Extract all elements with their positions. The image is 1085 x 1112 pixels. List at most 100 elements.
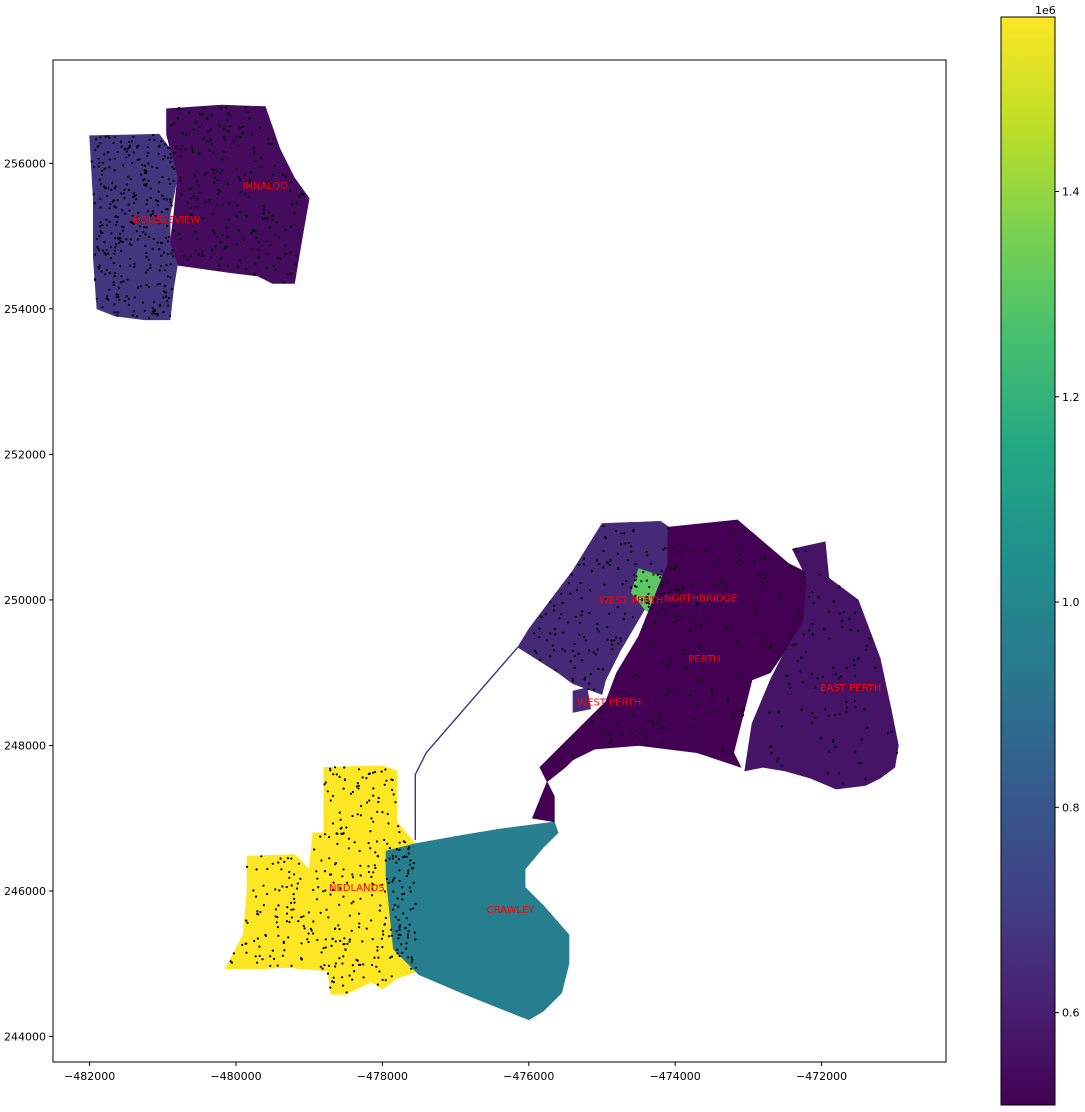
- property-point: [136, 158, 139, 162]
- property-point: [319, 965, 322, 968]
- property-point: [268, 183, 271, 186]
- property-point: [339, 818, 342, 821]
- property-point: [217, 268, 220, 271]
- property-point: [668, 591, 671, 594]
- property-point: [248, 179, 252, 182]
- property-point: [226, 264, 229, 267]
- property-point: [799, 587, 802, 590]
- property-point: [802, 633, 805, 636]
- property-point: [571, 679, 575, 683]
- property-point: [118, 237, 121, 240]
- property-point: [341, 875, 344, 878]
- property-point: [322, 890, 325, 893]
- suburb-label: INNALOO: [242, 181, 288, 192]
- property-point: [282, 940, 285, 943]
- property-point: [147, 151, 150, 154]
- property-point: [127, 188, 130, 192]
- property-point: [219, 241, 222, 244]
- property-point: [842, 610, 846, 614]
- property-point: [604, 597, 607, 601]
- property-point: [334, 927, 337, 930]
- property-point: [237, 175, 240, 179]
- property-point: [121, 240, 124, 244]
- property-point: [105, 218, 108, 221]
- property-point: [106, 224, 109, 227]
- property-point: [848, 618, 851, 621]
- property-point: [104, 273, 107, 276]
- property-point: [107, 252, 110, 255]
- property-point: [198, 126, 202, 129]
- property-point: [113, 157, 116, 160]
- property-point: [177, 106, 181, 110]
- y-tick-label: 248000: [4, 739, 46, 752]
- property-point: [157, 152, 160, 155]
- property-point: [134, 194, 137, 197]
- property-point: [381, 978, 384, 982]
- property-point: [184, 147, 187, 151]
- property-point: [839, 675, 843, 678]
- property-point: [228, 114, 232, 117]
- property-point: [698, 679, 701, 682]
- property-point: [780, 725, 784, 728]
- property-point: [327, 964, 331, 967]
- property-point: [580, 597, 583, 600]
- property-point: [197, 253, 201, 256]
- property-point: [206, 117, 209, 120]
- property-point: [170, 123, 173, 127]
- property-point: [147, 179, 150, 182]
- property-point: [398, 869, 401, 872]
- y-tick-label: 250000: [4, 594, 46, 607]
- property-point: [347, 847, 350, 850]
- property-point: [613, 639, 616, 642]
- property-point: [258, 945, 261, 948]
- property-point: [197, 184, 201, 187]
- property-point: [801, 680, 804, 684]
- property-point: [623, 542, 626, 545]
- west-perth-connector-line: [414, 646, 519, 841]
- property-point: [136, 286, 140, 289]
- property-point: [108, 207, 111, 210]
- property-point: [297, 862, 301, 865]
- property-point: [407, 956, 410, 959]
- property-point: [345, 826, 348, 829]
- property-point: [632, 616, 635, 619]
- property-point: [236, 167, 239, 170]
- property-point: [569, 660, 572, 663]
- property-point: [823, 628, 826, 631]
- property-point: [168, 147, 171, 150]
- property-point: [802, 575, 805, 578]
- property-point: [372, 787, 375, 790]
- property-point: [165, 224, 168, 227]
- property-point: [108, 220, 111, 223]
- property-point: [358, 922, 361, 925]
- property-point: [705, 549, 708, 552]
- property-point: [596, 627, 599, 630]
- property-point: [827, 714, 830, 717]
- colorbar-tick-label: 0.6: [1062, 1007, 1080, 1020]
- property-point: [152, 237, 155, 240]
- property-point: [768, 647, 771, 650]
- property-point: [166, 300, 169, 303]
- property-point: [203, 107, 206, 110]
- property-point: [153, 301, 156, 304]
- property-point: [300, 958, 303, 961]
- property-point: [886, 732, 890, 735]
- property-point: [553, 649, 556, 652]
- property-point: [860, 738, 863, 741]
- property-point: [98, 225, 101, 228]
- property-point: [154, 312, 157, 315]
- property-point: [220, 107, 223, 110]
- property-point: [554, 668, 558, 672]
- property-point: [133, 202, 136, 205]
- property-point: [634, 563, 637, 566]
- property-point: [868, 637, 871, 640]
- property-point: [351, 873, 354, 876]
- property-point: [664, 613, 667, 616]
- property-point: [629, 731, 632, 734]
- property-point: [350, 929, 353, 932]
- property-point: [831, 738, 835, 741]
- property-point: [120, 275, 123, 278]
- property-point: [164, 143, 167, 146]
- property-point: [320, 859, 323, 862]
- property-point: [113, 303, 116, 306]
